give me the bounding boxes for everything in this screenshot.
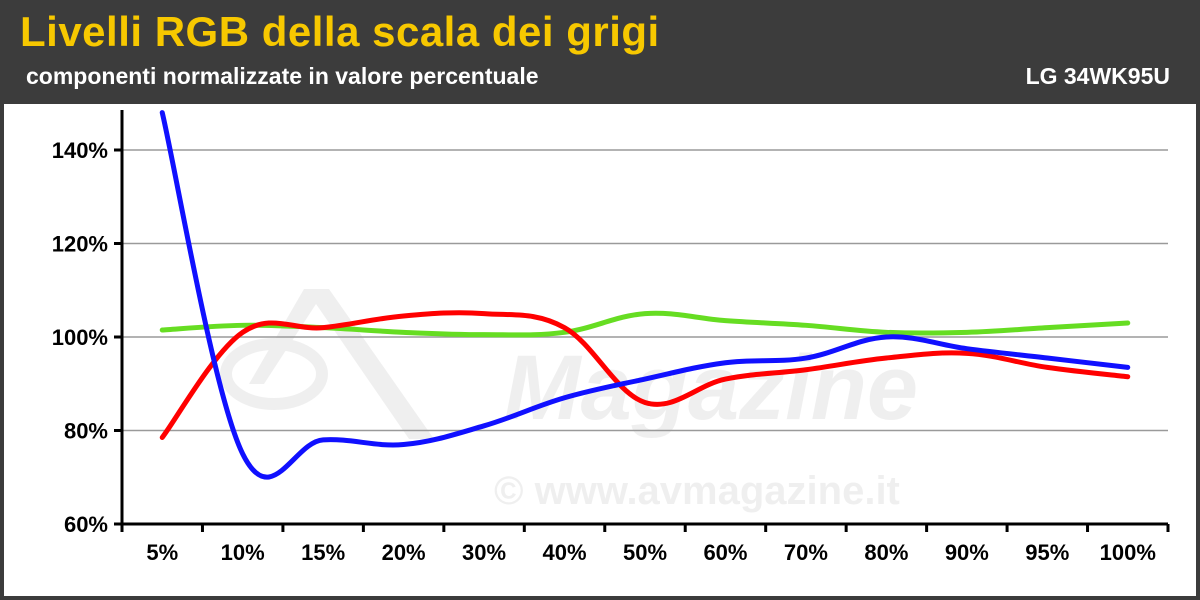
x-tick-label: 30% <box>462 540 506 565</box>
x-tick-label: 70% <box>784 540 828 565</box>
chart-panel: Magazine © www.avmagazine.it 60% 80% 100% 1… <box>4 104 1196 596</box>
chart-title: Livelli RGB della scala dei grigi <box>20 8 660 55</box>
axes <box>114 110 1170 532</box>
x-tick-label: 90% <box>945 540 989 565</box>
x-tick-label: 95% <box>1025 540 1069 565</box>
y-tick-label: 120% <box>52 232 108 257</box>
y-tick-label: 80% <box>64 419 108 444</box>
watermark-copyright: © www.avmagazine.it <box>494 469 900 513</box>
x-tick-label: 5% <box>146 540 178 565</box>
watermark: Magazine © www.avmagazine.it <box>220 289 918 513</box>
tick-labels: 60% 80% 100% 120% 140% 5% 10% 15% 20% 30% 40% 50% 60… <box>52 138 1156 565</box>
series-red-line <box>159 310 1131 441</box>
x-tick-label: 10% <box>221 540 265 565</box>
x-tick-label: 100% <box>1100 540 1156 565</box>
x-tick-label: 15% <box>301 540 345 565</box>
x-tick-label: 20% <box>382 540 426 565</box>
x-tick-label: 50% <box>623 540 667 565</box>
chart-subtitle: componenti normalizzate in valore percen… <box>26 63 539 89</box>
y-tick-label: 60% <box>64 512 108 537</box>
header: Livelli RGB della scala dei grigi compon… <box>0 0 1200 104</box>
series-lines <box>159 110 1131 480</box>
x-tick-label: 60% <box>703 540 747 565</box>
x-tick-label: 80% <box>864 540 908 565</box>
watermark-logo: Magazine <box>220 289 918 439</box>
chart-svg: Magazine © www.avmagazine.it 60% 80% 100% 1… <box>52 110 1170 565</box>
x-tick-label: 40% <box>543 540 587 565</box>
grid <box>122 149 1168 432</box>
series-blue-line <box>159 110 1131 480</box>
model-label: LG 34WK95U <box>1025 63 1170 89</box>
y-tick-label: 100% <box>52 325 108 350</box>
svg-text:Magazine: Magazine <box>504 337 918 439</box>
y-tick-label: 140% <box>52 138 108 163</box>
